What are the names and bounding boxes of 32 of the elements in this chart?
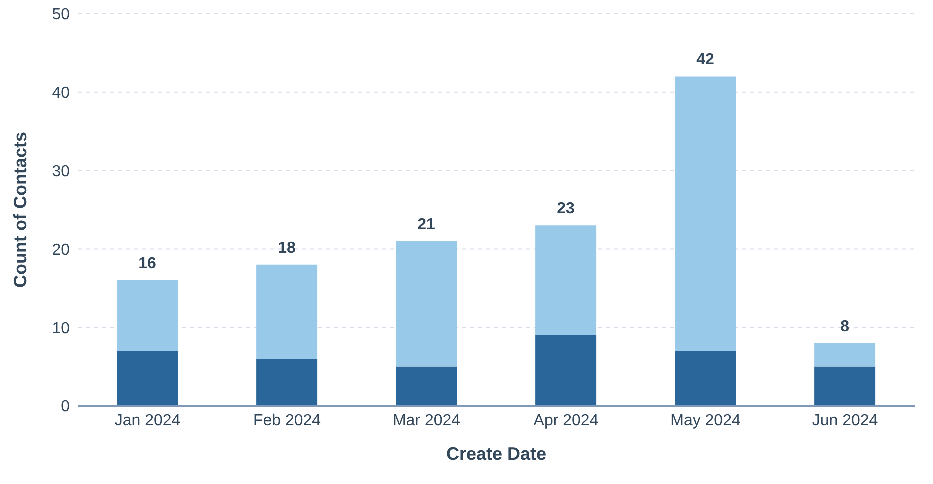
total-label: 16 — [138, 256, 157, 273]
bar — [117, 280, 178, 352]
bar — [256, 358, 318, 406]
y-tick-label: 30 — [52, 163, 70, 180]
y-axis-title: Count of Contacts — [10, 132, 30, 288]
bar — [396, 241, 458, 367]
x-tick-label: Jun 2024 — [812, 412, 878, 430]
y-tick-label: 20 — [52, 242, 70, 259]
total-label: 18 — [278, 240, 296, 257]
total-label: 42 — [696, 52, 715, 69]
x-tick-label: Feb 2024 — [253, 412, 322, 430]
x-tick-label: Mar 2024 — [392, 412, 461, 430]
bar — [536, 335, 597, 406]
y-tick-label: 40 — [52, 85, 70, 102]
x-axis-title: Create Date — [446, 444, 547, 464]
bar — [814, 366, 876, 406]
x-tick-label: Apr 2024 — [534, 412, 599, 430]
y-tick-label: 10 — [52, 320, 70, 338]
total-label: 8 — [840, 318, 850, 336]
bar — [396, 366, 458, 406]
bar — [675, 76, 736, 352]
y-tick-label: 50 — [52, 6, 70, 24]
y-tick-label: 0 — [61, 398, 70, 416]
bar — [814, 343, 876, 367]
x-tick-label: Jan 2024 — [114, 412, 181, 430]
bar — [256, 264, 318, 359]
bar — [675, 351, 736, 406]
x-tick-label: May 2024 — [670, 412, 741, 430]
total-label: 23 — [557, 200, 576, 218]
total-label: 21 — [418, 216, 436, 234]
bar — [117, 351, 178, 406]
bar — [536, 226, 597, 336]
